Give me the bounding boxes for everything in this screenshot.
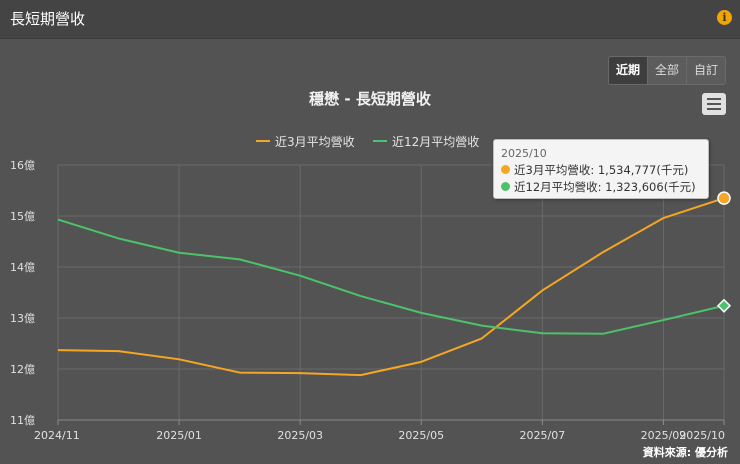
- info-icon[interactable]: i: [717, 10, 732, 25]
- tooltip-value-series-2: 近12月平均營收: 1,323,606(千元): [514, 180, 696, 194]
- x-tick-label: 2025/03: [277, 429, 323, 442]
- tooltip-value-series-1: 近3月平均營收: 1,534,777(千元): [514, 163, 689, 177]
- hover-marker-series-2: [716, 298, 732, 313]
- series-line-1: [57, 197, 725, 377]
- x-tick-label: 2025/05: [398, 429, 444, 442]
- panel-header: 長短期營收 i: [0, 0, 740, 39]
- data-point-series-2: [661, 318, 665, 322]
- legend-label-series-2: 近12月平均營收: [392, 135, 480, 149]
- hamburger-menu-icon[interactable]: [702, 93, 726, 115]
- range-button-all[interactable]: 全部: [648, 57, 688, 84]
- tooltip-dot-series-2: [501, 182, 510, 191]
- data-source-credit: 資料來源: 優分析: [642, 446, 728, 459]
- chart-tooltip: 2025/10 近3月平均營收: 1,534,777(千元) 近12月平均營收:…: [493, 139, 709, 199]
- x-tick-label: 2025/10: [679, 429, 725, 442]
- y-tick-label: 13億: [10, 312, 35, 325]
- y-tick-label: 11億: [10, 414, 35, 427]
- data-point-series-2: [56, 218, 60, 222]
- range-button-recent[interactable]: 近期: [609, 57, 649, 84]
- data-point-series-2: [601, 332, 605, 336]
- tooltip-row-series-2: 近12月平均營收: 1,323,606(千元): [501, 179, 701, 196]
- legend-item-series-1[interactable]: 近3月平均營收: [256, 133, 355, 150]
- y-tick-label: 12億: [10, 363, 35, 376]
- legend-swatch-series-1: [256, 139, 270, 142]
- x-tick-label: 2025/07: [520, 429, 566, 442]
- data-point-series-1: [177, 357, 181, 361]
- legend-swatch-series-2: [373, 139, 387, 142]
- y-tick-label: 15億: [10, 210, 35, 223]
- tooltip-row-series-1: 近3月平均營收: 1,534,777(千元): [501, 162, 701, 179]
- panel-title: 長短期營收: [10, 10, 86, 28]
- data-point-series-2: [117, 236, 121, 240]
- chart-legend: 近3月平均營收 近12月平均營收: [0, 133, 740, 151]
- range-selector: 近期 全部 自訂: [608, 56, 727, 85]
- x-tick-label: 2025/09: [641, 429, 687, 442]
- series-line-2: [57, 218, 725, 335]
- data-point-series-1: [661, 216, 665, 220]
- range-button-custom[interactable]: 自訂: [687, 57, 726, 84]
- data-point-series-1: [601, 250, 605, 254]
- data-point-series-2: [238, 257, 242, 261]
- y-tick-label: 16億: [10, 159, 35, 172]
- data-point-series-1: [480, 336, 484, 340]
- data-point-series-1: [540, 288, 544, 292]
- data-point-series-1: [359, 373, 363, 377]
- data-point-series-1: [117, 349, 121, 353]
- data-point-series-1: [56, 348, 60, 352]
- data-point-series-2: [359, 294, 363, 298]
- data-point-series-2: [419, 311, 423, 315]
- data-point-series-2: [480, 324, 484, 328]
- data-point-series-1: [298, 371, 302, 375]
- hover-marker-series-1: [717, 191, 731, 205]
- legend-item-series-2[interactable]: 近12月平均營收: [373, 133, 479, 150]
- x-tick-label: 2024/11: [34, 429, 80, 442]
- tooltip-date: 2025/10: [501, 147, 547, 160]
- x-tick-label: 2025/01: [156, 429, 202, 442]
- data-point-series-2: [540, 331, 544, 335]
- data-point-series-2: [177, 251, 181, 255]
- chart-title: 穩懋 - 長短期營收: [309, 90, 431, 108]
- legend-label-series-1: 近3月平均營收: [275, 135, 355, 149]
- tooltip-dot-series-1: [501, 165, 510, 174]
- data-point-series-1: [419, 360, 423, 364]
- data-point-series-1: [238, 371, 242, 375]
- y-tick-label: 14億: [10, 261, 35, 274]
- data-point-series-2: [298, 274, 302, 278]
